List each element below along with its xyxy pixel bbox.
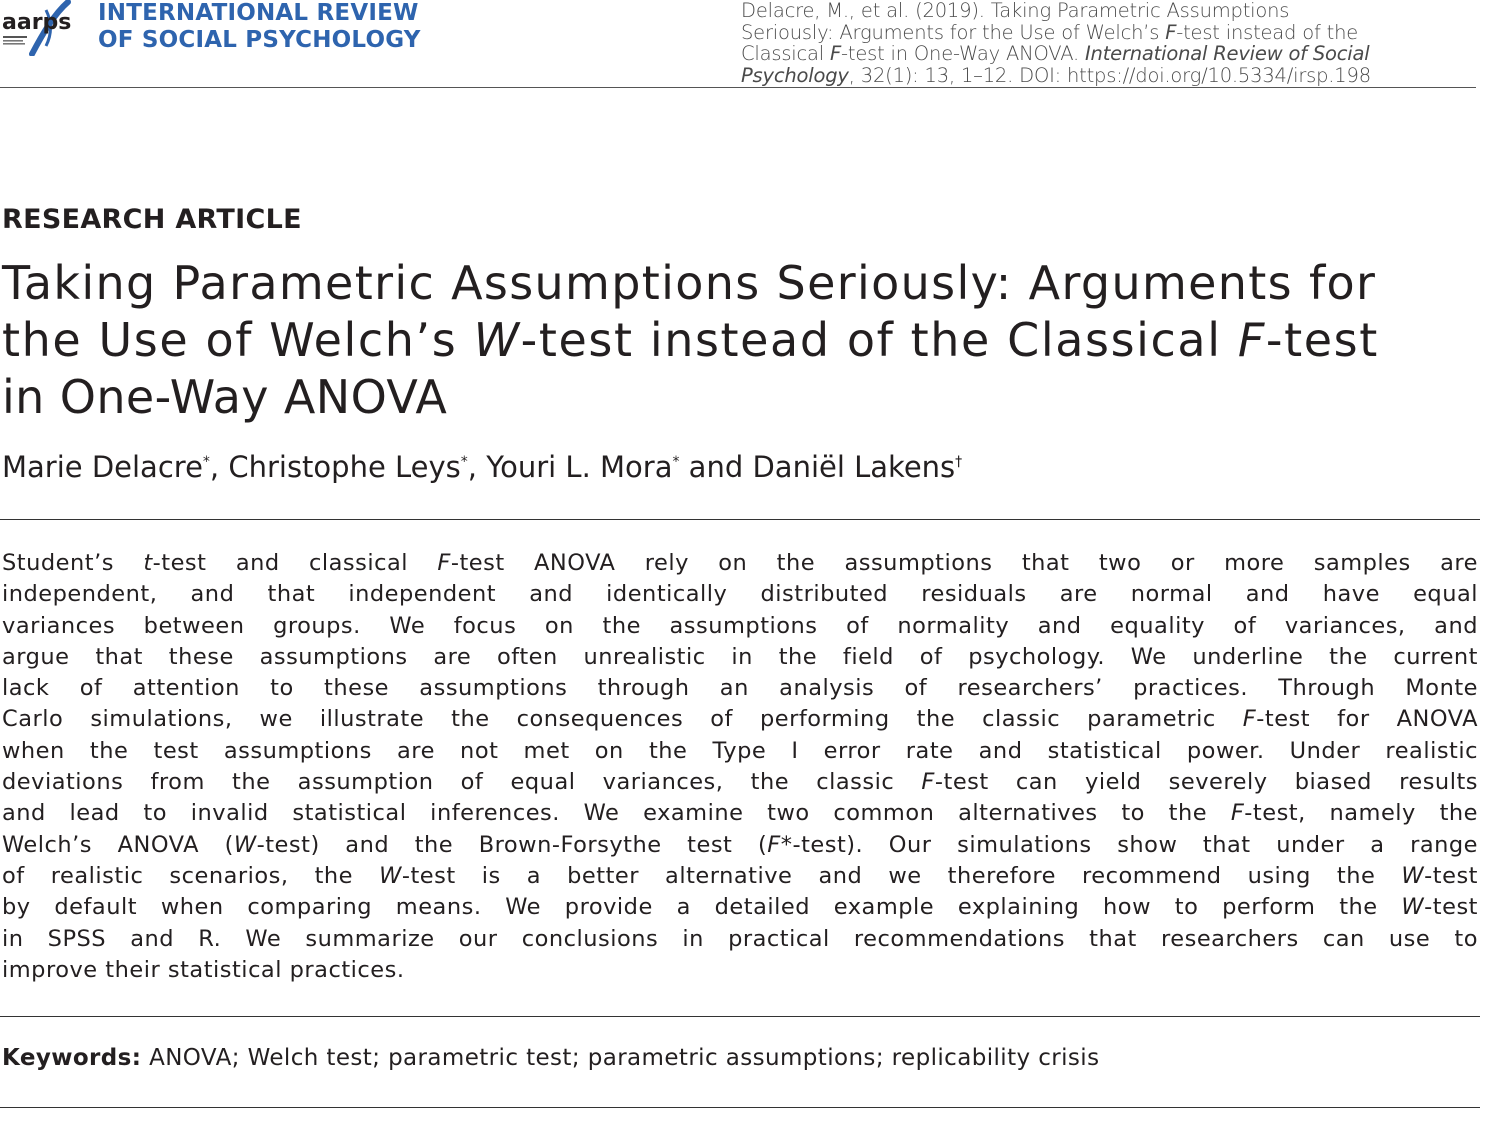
abstract-italic: F	[1230, 800, 1245, 827]
author-name: Marie Delacre	[2, 450, 203, 484]
abstract-line: variances between groups. We focus on th…	[2, 611, 1478, 642]
divider	[0, 1016, 1480, 1017]
abstract-text: lack of attention to these assumptions t…	[2, 675, 1478, 702]
citation-line: Seriously: Arguments for the Use of Welc…	[741, 20, 1481, 44]
citation: Delacre, M., et al. (2019). Taking Param…	[741, 0, 1481, 86]
citation-text: Seriously: Arguments for the Use of Welc…	[741, 20, 1166, 44]
citation-text: -test in One-Way ANOVA.	[841, 42, 1085, 65]
author-affiliation-mark: †	[955, 454, 963, 470]
article-title: Taking Parametric Assumptions Seriously:…	[2, 255, 1482, 426]
abstract-line: lack of attention to these assumptions t…	[2, 673, 1478, 704]
author-affiliation-mark: *	[672, 454, 680, 470]
abstract-text: argue that these assumptions are often u…	[2, 643, 1478, 670]
divider	[0, 519, 1480, 520]
citation-italic: F	[1165, 20, 1177, 44]
abstract-italic: F	[921, 769, 935, 796]
author-name: Christophe Leys	[228, 450, 461, 484]
journal-logo: aarps	[2, 0, 94, 57]
citation-line: Psychology, 32(1): 13, 1–12. DOI: https:…	[741, 63, 1481, 87]
citation-doi[interactable]: , 32(1): 13, 1–12. DOI: https://doi.org/…	[848, 63, 1371, 87]
abstract-italic: F	[767, 831, 781, 858]
abstract-text: -test is a better alternative and we the…	[401, 862, 1402, 889]
abstract-line: improve their statistical practices.	[2, 955, 1478, 986]
abstract-text: of realistic scenarios, the	[2, 862, 380, 889]
abstract-italic: F	[1242, 706, 1257, 733]
abstract-line: when the test assumptions are not met on…	[2, 736, 1478, 767]
journal-name-line2: OF SOCIAL PSYCHOLOGY	[98, 27, 421, 53]
abstract-text: -test	[1424, 862, 1478, 889]
abstract: Student’s t-test and classical F-test AN…	[2, 548, 1478, 986]
divider	[0, 1107, 1480, 1108]
abstract-text: independent, and that independent and id…	[2, 581, 1478, 608]
abstract-text: improve their statistical practices.	[2, 956, 405, 983]
title-text: -test	[1265, 313, 1379, 367]
citation-text: Classical	[741, 42, 831, 65]
abstract-text: -test and classical	[152, 550, 438, 576]
citation-journal: Psychology	[741, 63, 849, 87]
keywords: Keywords: ANOVA; Welch test; parametric …	[2, 1045, 1099, 1071]
citation-journal: International Review of Social	[1085, 42, 1370, 65]
author-affiliation-mark: *	[460, 454, 468, 470]
abstract-italic: W	[379, 862, 402, 889]
abstract-line: Welch’s ANOVA (W-test) and the Brown-For…	[2, 830, 1478, 861]
logo-wordmark: aarps	[2, 10, 71, 35]
abstract-italic: W	[1401, 862, 1425, 889]
header-divider	[0, 87, 1476, 88]
title-italic: F	[1237, 313, 1266, 367]
title-line: the Use of Welch’s W-test instead of the…	[2, 312, 1482, 369]
abstract-line: independent, and that independent and id…	[2, 579, 1478, 610]
abstract-text: when the test assumptions are not met on…	[2, 737, 1478, 764]
abstract-text: and lead to invalid statistical inferenc…	[2, 800, 1231, 827]
abstract-text: Welch’s ANOVA (	[2, 831, 234, 858]
journal-name-line1: INTERNATIONAL REVIEW	[98, 0, 419, 26]
title-text: -test instead of the Classical	[520, 313, 1238, 367]
abstract-italic: t	[143, 550, 153, 576]
abstract-text: variances between groups. We focus on th…	[2, 612, 1478, 639]
title-text: the Use of Welch’s	[2, 313, 474, 367]
abstract-text: -test) and the Brown-Forsythe test (	[256, 831, 768, 858]
abstract-text: -test ANOVA rely on the assumptions that…	[450, 550, 1478, 576]
abstract-italic: W	[233, 831, 257, 858]
abstract-text: Carlo simulations, we illustrate the con…	[2, 706, 1243, 733]
author-separator: ,	[467, 450, 487, 484]
abstract-text: -test, namely the	[1244, 800, 1478, 827]
abstract-line: argue that these assumptions are often u…	[2, 642, 1478, 673]
title-italic: W	[473, 313, 521, 367]
abstract-line: Carlo simulations, we illustrate the con…	[2, 704, 1478, 735]
citation-line: Classical F-test in One-Way ANOVA. Inter…	[741, 43, 1481, 65]
abstract-line: and lead to invalid statistical inferenc…	[2, 798, 1478, 829]
abstract-line: deviations from the assumption of equal …	[2, 767, 1478, 798]
title-line: Taking Parametric Assumptions Seriously:…	[2, 256, 1377, 310]
author-affiliation-mark: *	[202, 454, 210, 470]
abstract-text: by default when comparing means. We prov…	[2, 894, 1402, 921]
abstract-text: -test	[1424, 894, 1478, 921]
abstract-text: deviations from the assumption of equal …	[2, 769, 922, 796]
author-name: Daniël Lakens	[752, 450, 956, 484]
author-separator: and	[679, 450, 753, 484]
journal-name: INTERNATIONAL REVIEW OF SOCIAL PSYCHOLOG…	[98, 0, 421, 54]
abstract-italic: W	[1401, 894, 1425, 921]
article-type: RESEARCH ARTICLE	[2, 204, 302, 235]
abstract-text: Student’s	[2, 550, 144, 576]
title-line: in One-Way ANOVA	[2, 370, 448, 424]
author-list: Marie Delacre*, Christophe Leys*, Youri …	[2, 450, 962, 484]
citation-italic: F	[830, 42, 842, 65]
abstract-italic: F	[437, 550, 451, 576]
author-name: Youri L. Mora	[486, 450, 673, 484]
abstract-text: -test for ANOVA	[1256, 706, 1479, 733]
abstract-text: -test can yield severely biased results	[934, 769, 1478, 796]
abstract-text: *-test). Our simulations show that under…	[780, 831, 1478, 858]
abstract-line: by default when comparing means. We prov…	[2, 892, 1478, 923]
abstract-text: in SPSS and R. We summarize our conclusi…	[2, 925, 1478, 952]
abstract-line: Student’s t-test and classical F-test AN…	[2, 548, 1478, 579]
citation-text: -test instead of the	[1176, 20, 1359, 44]
keywords-label: Keywords:	[2, 1045, 142, 1071]
keywords-text: ANOVA; Welch test; parametric test; para…	[141, 1045, 1100, 1071]
abstract-line: in SPSS and R. We summarize our conclusi…	[2, 924, 1478, 955]
author-separator: ,	[209, 450, 229, 484]
citation-line: Delacre, M., et al. (2019). Taking Param…	[741, 0, 1290, 22]
abstract-line: of realistic scenarios, the W-test is a …	[2, 861, 1478, 892]
